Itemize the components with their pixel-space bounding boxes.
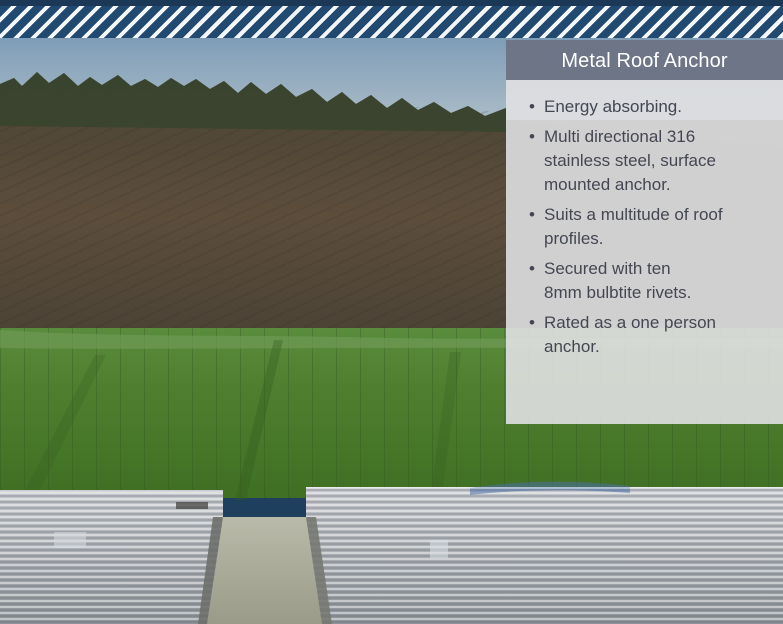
- feature-item: • Secured with ten 8mm bulbtite rivets.: [516, 257, 778, 305]
- bullet-dot-icon: •: [529, 313, 535, 332]
- feature-line: Suits a multitude of roof: [544, 205, 723, 224]
- bullet-dot-icon: •: [529, 127, 535, 146]
- panel-title: Metal Roof Anchor: [561, 50, 728, 72]
- feature-item: • Energy absorbing.: [516, 95, 778, 119]
- header-stripe-band: [0, 0, 783, 38]
- feature-item: • Suits a multitude of roof profiles.: [516, 203, 778, 251]
- feature-item: • Multi directional 316 stainless steel,…: [516, 125, 778, 197]
- feature-line: Multi directional 316: [544, 127, 696, 146]
- panel-title-bar: Metal Roof Anchor: [506, 40, 783, 80]
- product-info-panel: Metal Roof Anchor • Energy absorbing. • …: [506, 40, 783, 424]
- feature-line: anchor.: [544, 337, 600, 356]
- bullet-dot-icon: •: [529, 97, 535, 116]
- feature-line: stainless steel, surface: [544, 151, 716, 170]
- feature-line: Secured with ten: [544, 259, 671, 278]
- feature-line: Rated as a one person: [544, 313, 717, 332]
- feature-line: profiles.: [544, 229, 604, 248]
- feature-line: Energy absorbing.: [544, 97, 682, 116]
- feature-item: • Rated as a one person anchor.: [516, 311, 778, 359]
- feature-list: • Energy absorbing. • Multi directional …: [516, 95, 778, 365]
- feature-line: 8mm bulbtite rivets.: [544, 283, 692, 302]
- bullet-dot-icon: •: [529, 205, 535, 224]
- bullet-dot-icon: •: [529, 259, 535, 278]
- feature-line: mounted anchor.: [544, 175, 671, 194]
